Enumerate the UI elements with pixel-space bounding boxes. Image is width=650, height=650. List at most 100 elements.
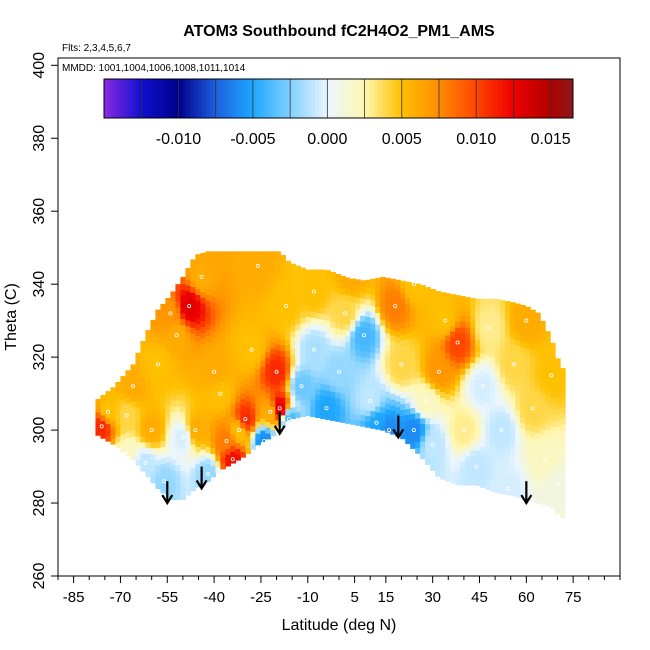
heatmap-cell: [235, 401, 241, 409]
heatmap-cell: [120, 439, 127, 447]
heatmap-cell: [245, 389, 251, 396]
heatmap-cell: [445, 393, 451, 400]
heatmap-cell: [435, 295, 441, 302]
heatmap-cell: [300, 282, 306, 289]
heatmap-cell: [285, 298, 291, 305]
heatmap-cell: [240, 251, 246, 254]
heatmap-cell: [155, 371, 162, 379]
heatmap-cell: [485, 419, 491, 426]
heatmap-cell: [535, 312, 541, 317]
heatmap-cell: [465, 478, 471, 486]
heatmap-cell: [400, 391, 406, 399]
heatmap-cell: [455, 344, 461, 352]
heatmap-cell: [505, 395, 511, 402]
heatmap-cell: [485, 424, 491, 432]
heatmap-cell: [150, 342, 157, 349]
heatmap-cell: [270, 377, 276, 384]
heatmap-cell: [185, 448, 191, 455]
heatmap-cell: [435, 312, 441, 320]
heatmap-cell: [165, 339, 171, 347]
heatmap-cell: [290, 400, 296, 408]
heatmap-cell: [130, 400, 137, 408]
heatmap-cell: [240, 281, 246, 289]
heatmap-cell: [415, 418, 421, 425]
heatmap-cell: [150, 412, 157, 420]
heatmap-cell: [255, 322, 261, 329]
heatmap-cell: [200, 373, 206, 380]
heatmap-cell: [255, 333, 261, 341]
heatmap-cell: [300, 328, 306, 336]
heatmap-cell: [340, 317, 346, 324]
heatmap-cell: [235, 296, 241, 304]
heatmap-cell: [180, 493, 186, 500]
colorbar-segment: [389, 79, 394, 118]
heatmap-cell: [395, 400, 401, 408]
heatmap-cell: [490, 485, 496, 492]
heatmap-cell: [365, 316, 371, 323]
heatmap-cell: [205, 428, 211, 436]
heatmap-cell: [355, 407, 361, 415]
heatmap-cell: [520, 375, 526, 383]
heatmap-cell: [190, 268, 196, 276]
heatmap-cell: [285, 338, 291, 346]
heatmap-cell: [470, 449, 476, 457]
heatmap-cell: [250, 355, 256, 363]
sample-point: [130, 384, 135, 389]
heatmap-cell: [505, 371, 511, 379]
x-axis: -85 -70 -55 -40 -25 -10 5 15 30 45 60 75: [57, 576, 621, 606]
heatmap-cell: [150, 383, 157, 390]
heatmap-cell: [330, 286, 336, 293]
sample-point: [524, 318, 529, 323]
heatmap-cell: [420, 376, 426, 384]
heatmap-cell: [450, 348, 456, 356]
heatmap-cell: [540, 469, 546, 476]
heatmap-cell: [340, 410, 346, 418]
heatmap-cell: [420, 306, 426, 314]
heatmap-cell: [425, 423, 431, 430]
heatmap-cell: [445, 434, 451, 441]
heatmap-cell: [505, 342, 511, 350]
heatmap-cell: [290, 389, 296, 396]
heatmap-cell: [435, 335, 441, 343]
heatmap-cell: [510, 437, 516, 444]
heatmap-cell: [430, 382, 436, 390]
colorbar-segment: [506, 79, 511, 118]
heatmap-cell: [385, 367, 391, 375]
heatmap-cell: [160, 451, 167, 459]
colorbar-segment: [541, 79, 547, 118]
heatmap-cell: [245, 412, 251, 420]
heatmap-cell: [425, 330, 431, 337]
sample-point: [149, 428, 154, 433]
heatmap-cell: [410, 302, 416, 309]
heatmap-cell: [415, 424, 421, 431]
heatmap-cell: [550, 356, 556, 363]
heatmap-cell: [330, 338, 336, 346]
heatmap-cell: [160, 352, 167, 360]
heatmap-cell: [435, 388, 441, 395]
heatmap-cell: [415, 441, 421, 448]
heatmap-cell: [255, 327, 261, 335]
heatmap-cell: [470, 432, 476, 439]
heatmap-cell: [465, 397, 471, 404]
heatmap-cell: [485, 430, 491, 438]
heatmap-cell: [270, 412, 276, 419]
heatmap-cell: [230, 445, 236, 452]
heatmap-cell: [150, 430, 157, 437]
heatmap-cell: [415, 301, 421, 308]
heatmap-cell: [370, 363, 376, 371]
heatmap-cell: [165, 362, 171, 370]
heatmap-cell: [275, 320, 281, 328]
heatmap-cell: [210, 307, 216, 314]
heatmap-cell: [515, 333, 521, 340]
heatmap-cell: [155, 365, 162, 373]
heatmap-cell: [310, 346, 316, 353]
heatmap-cell: [430, 289, 436, 296]
heatmap-cell: [225, 273, 231, 280]
heatmap-cell: [115, 424, 122, 431]
heatmap-cell: [495, 387, 501, 394]
sample-point: [212, 369, 217, 374]
heatmap-cell: [365, 322, 371, 329]
heatmap-cell: [380, 412, 386, 420]
sample-point: [461, 428, 466, 433]
heatmap-cell: [240, 398, 246, 406]
